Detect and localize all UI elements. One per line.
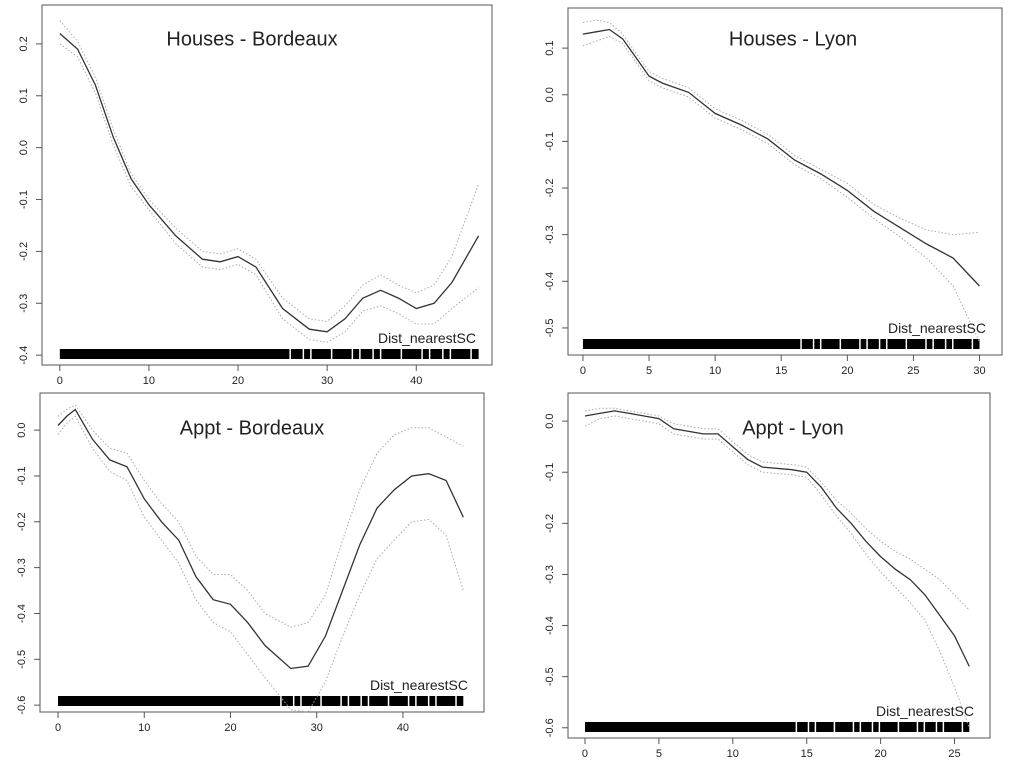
effect-line: [57, 408, 464, 670]
plot-frame: [567, 7, 1003, 356]
y-tick-label: 0.0: [544, 413, 556, 428]
x-tick-label: 20: [232, 375, 244, 387]
rug: [584, 722, 970, 732]
y-tick-label: 0.0: [16, 422, 28, 437]
chart-title: Appt - Lyon: [742, 417, 844, 439]
y-tick-label: -0.1: [16, 466, 28, 485]
plot-frame: [39, 392, 485, 713]
y-tick-label: 0.0: [544, 87, 556, 102]
panel: 0 5 10 15 20 25 30 -0.5 -0.4 -0.3 -0.2 -0.1 0.0 0.1 Ho…: [544, 7, 1003, 377]
y-tick-label: 0.1: [544, 40, 556, 55]
x-tick-label: 0: [57, 375, 63, 387]
x-tick-label: 20: [841, 365, 853, 377]
panel: 0 5 10 15 20 25 -0.6 -0.5 -0.4 -0.3 -0.2 -0.1 0.0 App…: [544, 392, 991, 760]
y-tick-label: -0.4: [18, 346, 30, 365]
rug: [58, 696, 464, 706]
x-axis-label: Dist_nearestSC: [370, 677, 468, 693]
panel: 0 10 20 30 40 -0.4 -0.3 -0.2 -0.1 0.0 0.1 0.2 Houses…: [18, 4, 493, 387]
x-tick-label: 0: [582, 748, 588, 760]
y-tick-label: -0.4: [544, 272, 556, 291]
confidence-band: [582, 35, 980, 343]
confidence-band: [57, 415, 464, 713]
x-tick-label: 25: [907, 365, 919, 377]
confidence-band: [59, 43, 479, 343]
y-tick-label: -0.3: [16, 558, 28, 577]
y-tick-label: -0.5: [544, 667, 556, 686]
x-tick-label: 0: [55, 722, 61, 734]
x-tick-label: 10: [138, 722, 150, 734]
effect-line: [584, 410, 970, 667]
x-tick-label: 40: [410, 375, 422, 387]
x-tick-label: 30: [973, 365, 985, 377]
x-tick-label: 40: [397, 722, 409, 734]
effect-line: [59, 33, 480, 333]
x-tick-label: 15: [801, 748, 813, 760]
x-tick-label: 30: [311, 722, 323, 734]
confidence-band: [59, 20, 480, 322]
confidence-band: [582, 19, 980, 236]
x-tick-label: 10: [727, 748, 739, 760]
y-tick-label: -0.5: [544, 318, 556, 337]
y-tick-label: 0.1: [18, 88, 30, 103]
y-tick-label: -0.5: [16, 650, 28, 669]
y-tick-label: -0.2: [544, 514, 556, 533]
chart-title: Houses - Lyon: [729, 28, 857, 50]
y-tick-label: -0.6: [16, 696, 28, 715]
y-tick-label: -0.6: [544, 718, 556, 737]
rug: [59, 349, 479, 359]
y-tick-label: -0.2: [544, 179, 556, 198]
y-tick-label: -0.1: [544, 132, 556, 151]
y-tick-label: -0.4: [544, 616, 556, 635]
x-tick-label: 30: [321, 375, 333, 387]
y-tick-label: 0.2: [18, 36, 30, 51]
x-tick-label: 5: [646, 365, 652, 377]
y-tick-label: -0.3: [18, 294, 30, 313]
chart-title: Appt - Bordeaux: [180, 417, 325, 439]
y-tick-label: -0.2: [18, 242, 30, 261]
x-tick-label: 0: [580, 365, 586, 377]
x-tick-label: 15: [775, 365, 787, 377]
x-axis-label: Dist_nearestSC: [876, 703, 974, 719]
y-tick-label: -0.1: [18, 190, 30, 209]
y-tick-label: -0.2: [16, 512, 28, 531]
y-tick-label: 0.0: [18, 140, 30, 155]
x-tick-label: 10: [709, 365, 721, 377]
y-tick-label: -0.1: [544, 463, 556, 482]
x-tick-label: 10: [143, 375, 155, 387]
confidence-band: [584, 415, 970, 728]
rug: [582, 339, 980, 349]
chart-title: Houses - Bordeaux: [166, 28, 337, 50]
x-tick-label: 20: [224, 722, 236, 734]
y-tick-label: -0.3: [544, 565, 556, 584]
confidence-band: [584, 407, 970, 611]
x-tick-label: 25: [948, 748, 960, 760]
x-tick-label: 20: [874, 748, 886, 760]
panel: 0 10 20 30 40 -0.6 -0.5 -0.4 -0.3 -0.2 -0.1 0.0 Appt…: [16, 392, 485, 734]
y-tick-label: -0.3: [544, 225, 556, 244]
effect-line: [582, 28, 980, 287]
plot-frame: [567, 392, 991, 739]
y-tick-label: -0.4: [16, 604, 28, 623]
x-tick-label: 5: [656, 748, 662, 760]
x-axis-label: Dist_nearestSC: [378, 330, 476, 346]
plot-frame: [41, 4, 493, 366]
x-axis-label: Dist_nearestSC: [888, 320, 986, 336]
